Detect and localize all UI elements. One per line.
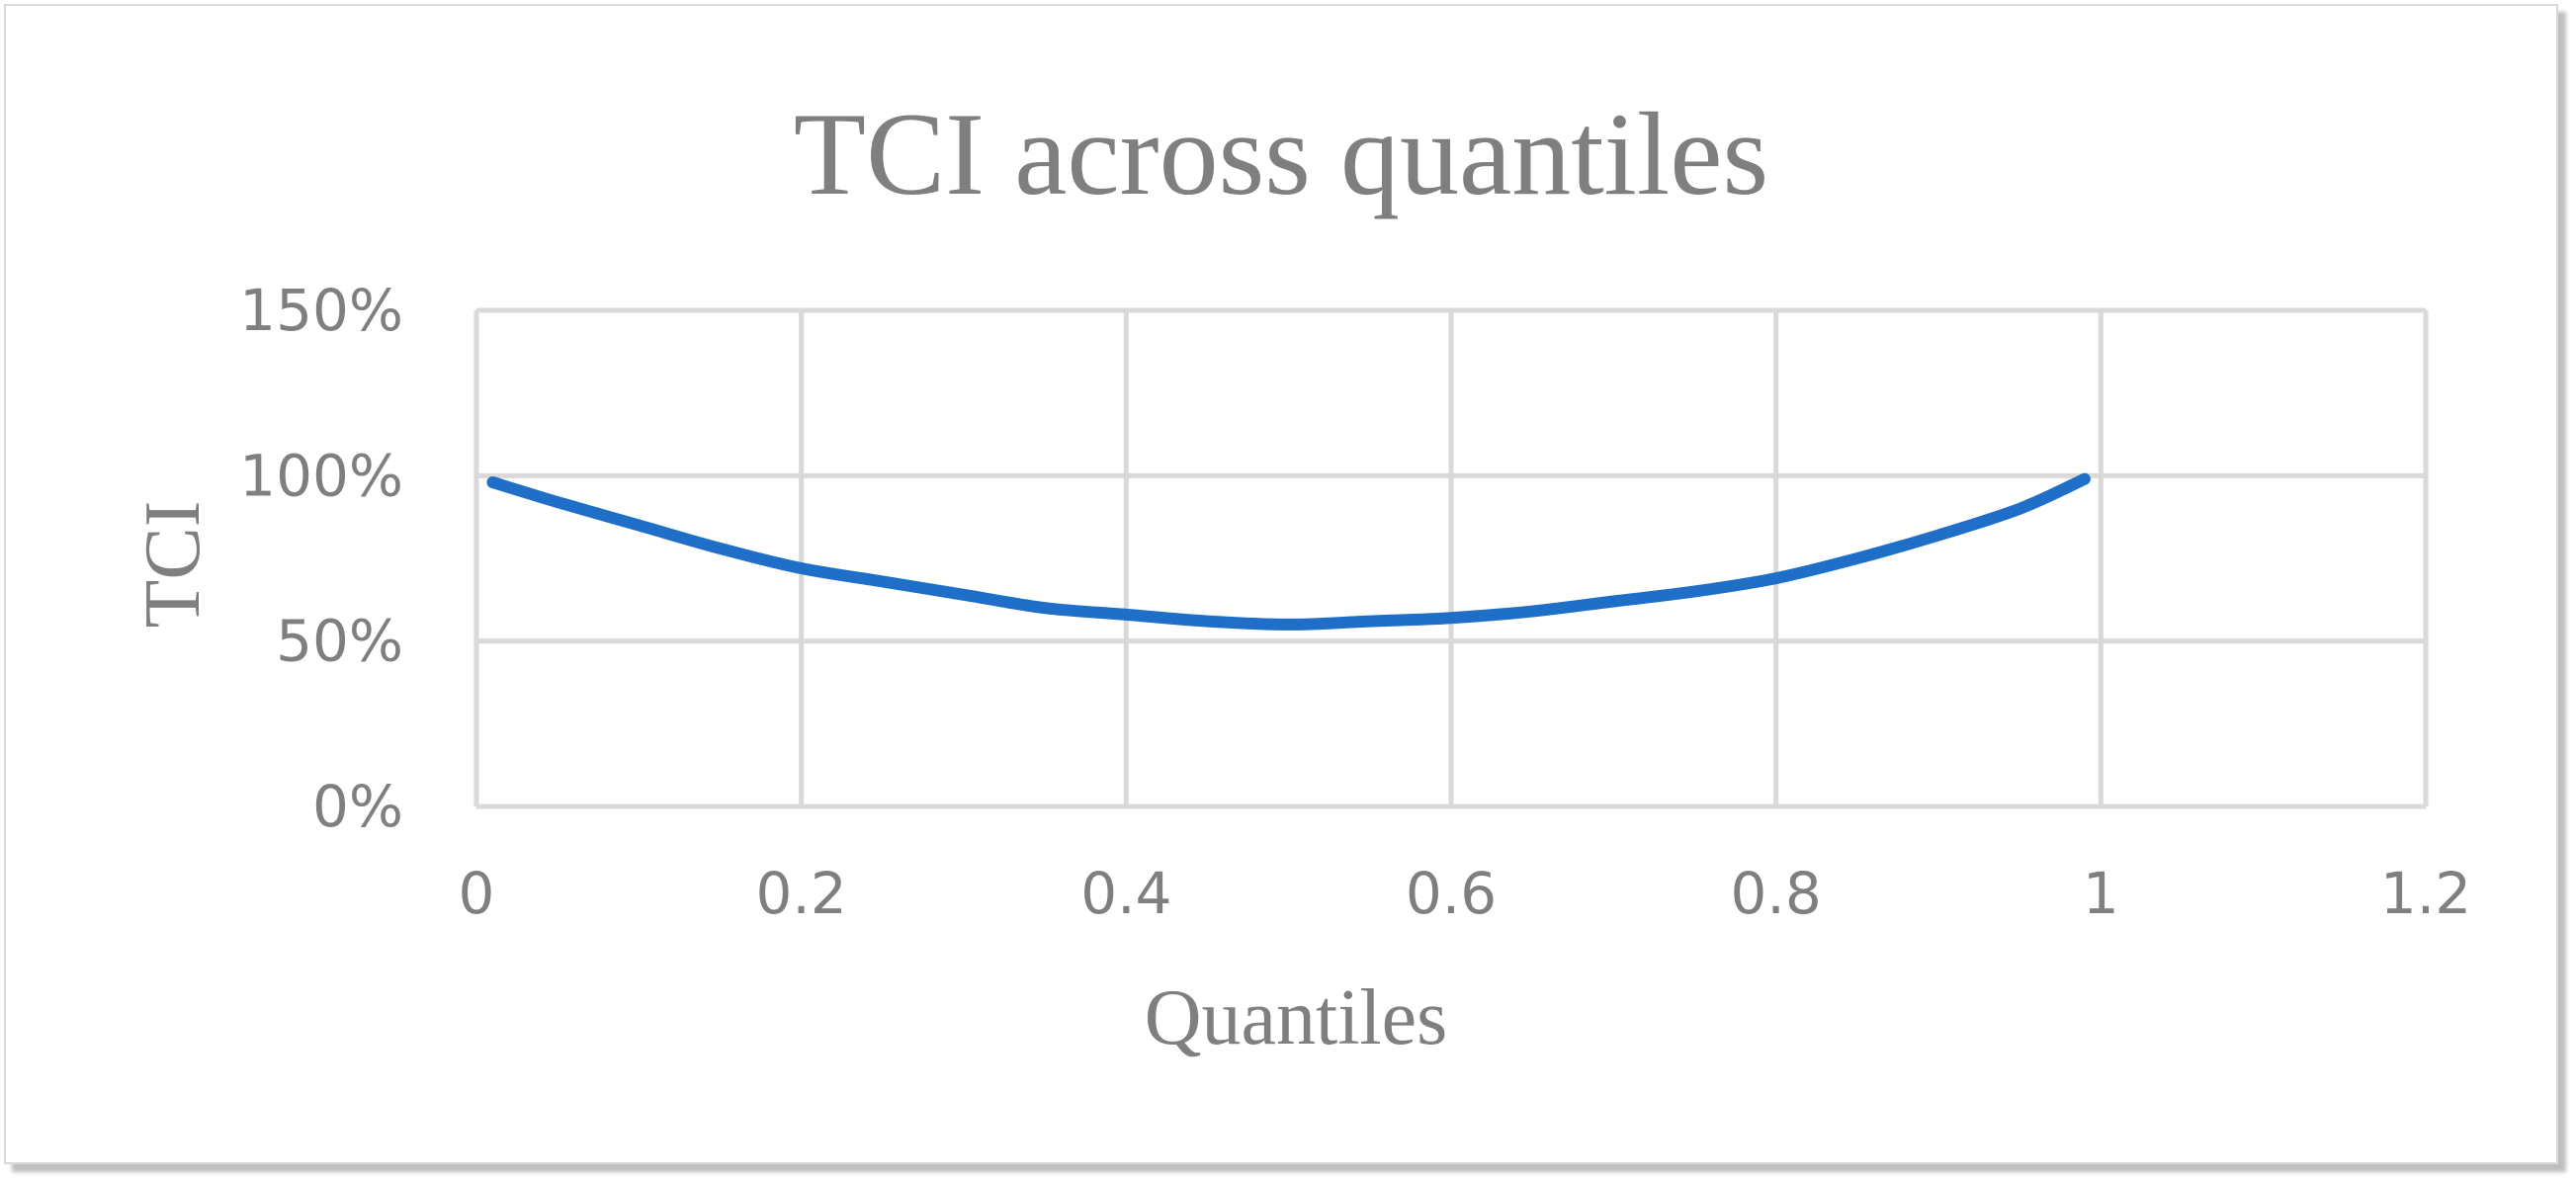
- y-axis-title: TCI: [129, 501, 216, 629]
- line-chart: TCI across quantiles 0 0.2 0.4 0.6 0.8 1 1.2 0%…: [129, 88, 2471, 1061]
- x-tick-label: 1.2: [2380, 860, 2471, 927]
- series-line: [486, 472, 2091, 631]
- y-tick-label: 150%: [239, 277, 403, 344]
- x-tick-label: 0.4: [1080, 860, 1171, 927]
- x-tick-label: 1: [2083, 860, 2119, 927]
- chart-frame: TCI across quantiles 0 0.2 0.4 0.6 0.8 1 1.2 0%…: [4, 4, 2558, 1164]
- x-axis-title: Quantiles: [1145, 974, 1448, 1061]
- x-tick-label: 0.8: [1731, 860, 1822, 927]
- gridlines: [473, 307, 2429, 809]
- y-tick-label: 100%: [239, 442, 403, 509]
- x-tick-label: 0.6: [1406, 860, 1497, 927]
- tick-labels: 0 0.2 0.4 0.6 0.8 1 1.2 0% 50% 100% 150%: [239, 277, 2471, 927]
- x-tick-label: 0.2: [756, 860, 847, 927]
- y-tick-label: 50%: [276, 608, 403, 675]
- series-group: [486, 472, 2091, 631]
- chart-title: TCI across quantiles: [794, 88, 1768, 219]
- x-tick-label: 0: [459, 860, 495, 927]
- y-tick-label: 0%: [312, 773, 403, 840]
